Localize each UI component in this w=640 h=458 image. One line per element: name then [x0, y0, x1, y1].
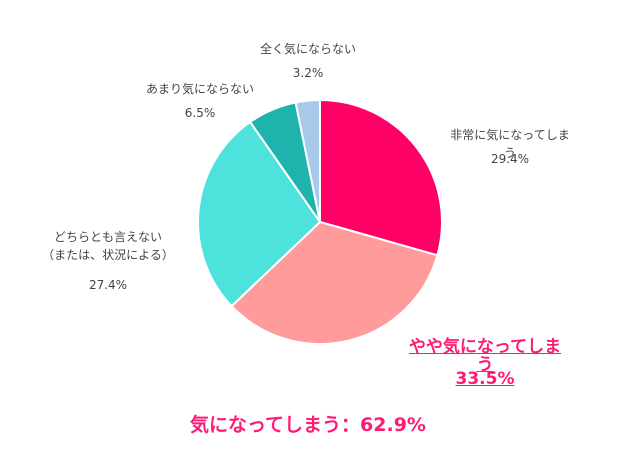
slice-label: どちらとも言えない （または、状況による） [42, 230, 174, 262]
slice-value: 29.4% [490, 152, 530, 166]
slice-value: 3.2% [292, 66, 324, 80]
slice-label: 全く気にならない [259, 42, 357, 56]
pie-slice [294, 98, 321, 223]
slice-label: あまり気にならない [145, 82, 255, 96]
slice-value: 6.5% [184, 106, 216, 120]
slice-value: 27.4% [88, 278, 128, 292]
slice-label: 非常に気になってしまう [450, 128, 570, 160]
pie-slice [319, 98, 443, 257]
slice-label: やや気になってしまう [408, 337, 562, 375]
slice-value: 33.5% [455, 369, 515, 389]
pie-slice [230, 220, 439, 345]
pie-slice [197, 120, 322, 308]
annotation: 気になってしまう：62.9% [190, 414, 426, 436]
